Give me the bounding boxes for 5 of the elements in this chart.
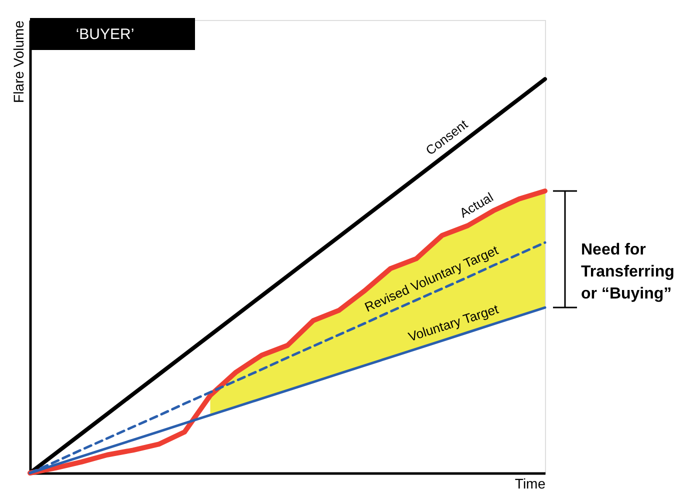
y-axis-title: Flare Volume	[10, 20, 26, 103]
text: Voluntary Target	[406, 301, 501, 344]
x-axis-title: Time	[514, 476, 546, 492]
chart-title: ‘BUYER’	[76, 26, 134, 43]
text: Need for Transferring or “Buying”	[581, 241, 674, 302]
